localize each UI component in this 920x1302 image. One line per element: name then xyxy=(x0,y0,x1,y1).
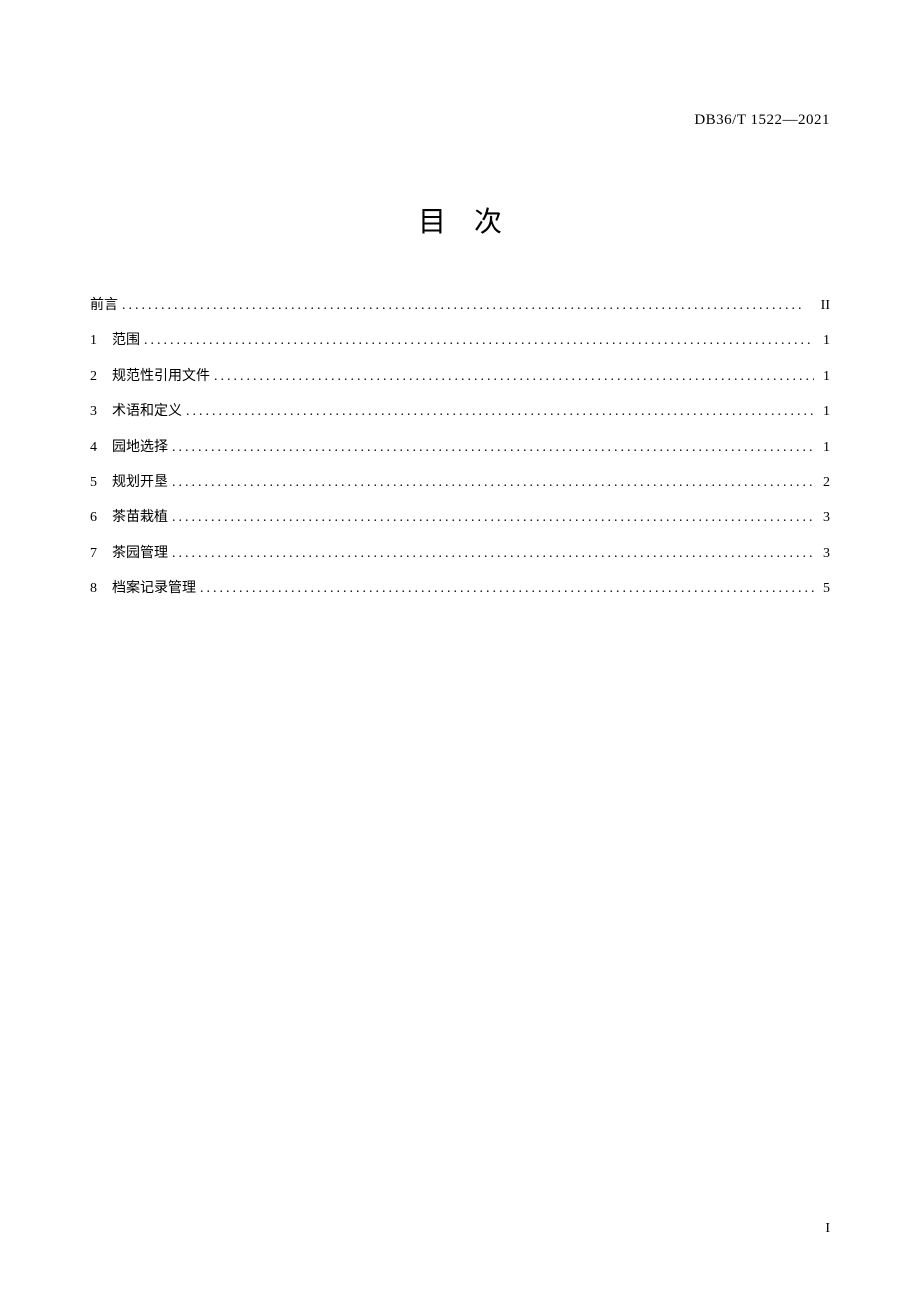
toc-entry: 4 园地选择 .................................… xyxy=(90,437,830,459)
toc-page-number: 3 xyxy=(814,543,830,565)
toc-number: 1 xyxy=(90,330,112,352)
toc-page-number: 1 xyxy=(814,330,830,352)
toc-page-number: 5 xyxy=(814,578,830,600)
toc-page-number: 3 xyxy=(814,507,830,529)
toc-number: 6 xyxy=(90,507,112,529)
toc-page-number: 1 xyxy=(814,437,830,459)
toc-number: 2 xyxy=(90,366,112,388)
toc-label: 前言 xyxy=(90,295,118,317)
toc-label: 术语和定义 xyxy=(112,401,182,423)
toc-leader-dots: ........................................… xyxy=(182,401,814,423)
toc-entry: 前言 .....................................… xyxy=(90,295,830,317)
toc-entry: 2 规范性引用文件 ..............................… xyxy=(90,366,830,388)
toc-entry: 3 术语和定义 ................................… xyxy=(90,401,830,423)
toc-number: 8 xyxy=(90,578,112,600)
toc-number: 5 xyxy=(90,472,112,494)
toc-leader-dots: ........................................… xyxy=(168,543,814,565)
toc-number: 7 xyxy=(90,543,112,565)
toc-page-number: 1 xyxy=(814,366,830,388)
page-title: 目次 xyxy=(90,200,830,240)
toc-leader-dots: ........................................… xyxy=(168,437,814,459)
toc-label: 规划开垦 xyxy=(112,472,168,494)
toc-leader-dots: ........................................… xyxy=(210,366,814,388)
toc-leader-dots: ........................................… xyxy=(168,507,814,529)
toc-number: 3 xyxy=(90,401,112,423)
toc-entry: 6 茶苗栽植 .................................… xyxy=(90,507,830,529)
document-code: DB36/T 1522—2021 xyxy=(694,112,830,129)
toc-entry: 1 范围 ...................................… xyxy=(90,330,830,352)
toc-label: 茶苗栽植 xyxy=(112,507,168,529)
table-of-contents: 前言 .....................................… xyxy=(90,295,830,601)
toc-label: 茶园管理 xyxy=(112,543,168,565)
toc-label: 规范性引用文件 xyxy=(112,366,210,388)
toc-entry: 5 规划开垦 .................................… xyxy=(90,472,830,494)
toc-entry: 8 档案记录管理 ...............................… xyxy=(90,578,830,600)
toc-leader-dots: ........................................… xyxy=(140,330,814,352)
toc-leader-dots: ........................................… xyxy=(168,472,814,494)
toc-entry: 7 茶园管理 .................................… xyxy=(90,543,830,565)
toc-label: 档案记录管理 xyxy=(112,578,196,600)
toc-page-number: 2 xyxy=(814,472,830,494)
toc-page-number: 1 xyxy=(814,401,830,423)
toc-number: 4 xyxy=(90,437,112,459)
toc-label: 园地选择 xyxy=(112,437,168,459)
toc-label: 范围 xyxy=(112,330,140,352)
footer-page-number: I xyxy=(825,1221,830,1237)
toc-leader-dots: ........................................… xyxy=(196,578,814,600)
toc-leader-dots: ........................................… xyxy=(118,295,814,317)
toc-page-number: II xyxy=(814,295,830,317)
